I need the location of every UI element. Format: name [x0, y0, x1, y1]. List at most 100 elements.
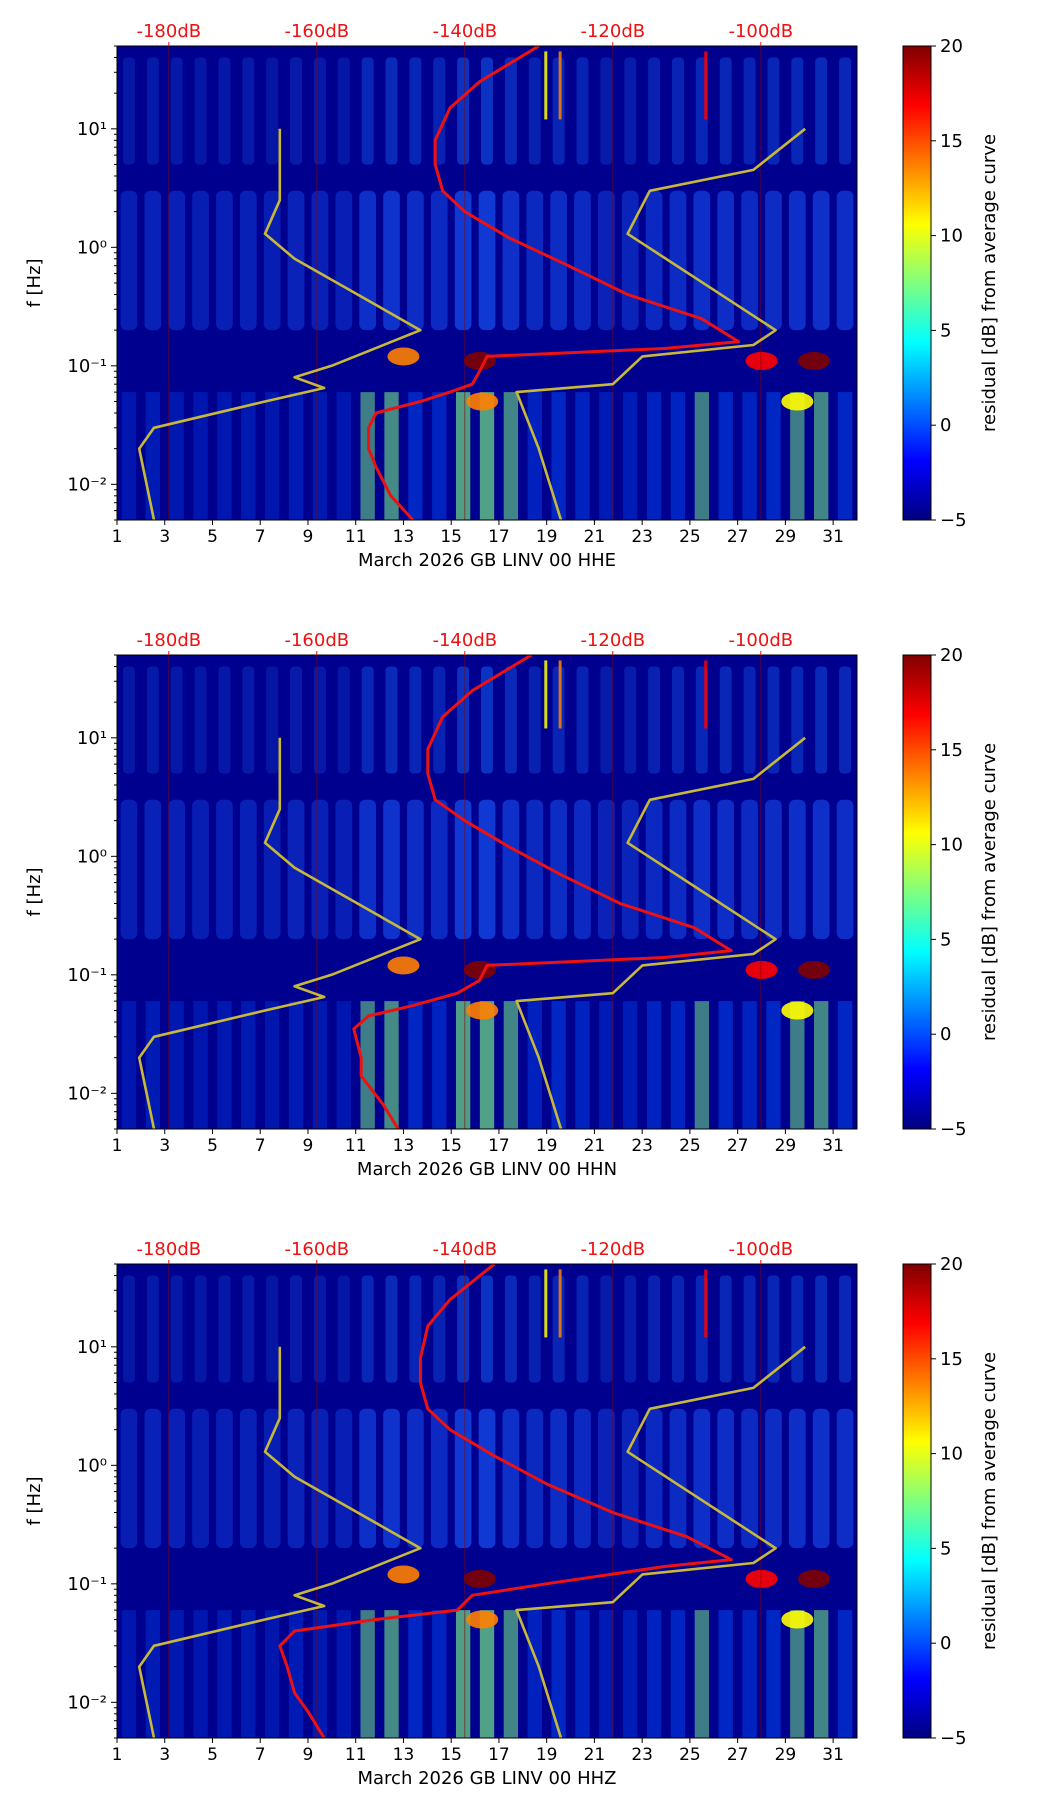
- heatmap-cell: [432, 1610, 447, 1738]
- plot-area: [117, 1264, 857, 1738]
- heatmap-cell: [408, 1001, 423, 1129]
- x-axis-label: March 2026 GB LINV 00 HHE: [358, 550, 616, 571]
- x-tick-label: 1: [112, 1136, 123, 1156]
- heatmap-cell: [288, 1610, 304, 1738]
- top-tick-label: -160dB: [284, 21, 349, 42]
- heatmap-cell: [433, 666, 446, 774]
- heatmap-cell: [430, 1408, 448, 1549]
- y-axis-label: f [Hz]: [24, 867, 45, 916]
- heatmap-cell: [767, 1275, 780, 1383]
- heatmap-cell: [168, 1408, 186, 1549]
- top-tick-label: -140dB: [432, 21, 497, 42]
- heatmap-cell: [502, 799, 520, 940]
- heatmap-streak: [704, 51, 708, 120]
- heatmap-cell: [623, 1001, 638, 1129]
- heatmap-cell: [481, 666, 493, 774]
- heatmap-cell: [192, 190, 209, 331]
- y-tick-label: 10⁻¹: [67, 965, 107, 986]
- heatmap-cell: [648, 666, 661, 774]
- heatmap-cell: [551, 392, 566, 520]
- colorbar-tick-label: 5: [940, 929, 951, 950]
- heatmap-cell: [409, 57, 422, 165]
- heatmap-cell: [193, 1610, 208, 1738]
- x-tick-label: 29: [775, 1136, 797, 1156]
- heatmap-cell: [408, 392, 423, 520]
- heatmap-cell: [670, 1001, 686, 1129]
- heatmap-cell: [144, 799, 162, 940]
- heatmap-hotspot: [745, 960, 778, 979]
- heatmap-cell: [528, 57, 541, 165]
- heatmap-cell: [624, 57, 637, 165]
- colorbar-tick-label: 15: [940, 131, 963, 152]
- top-tick-label: -160dB: [284, 1239, 349, 1260]
- heatmap-cell: [313, 666, 326, 774]
- colorbar-tick-label: −5: [940, 1728, 967, 1749]
- heatmap-cell: [527, 392, 542, 520]
- heatmap-cell: [528, 1275, 541, 1383]
- heatmap-cell: [266, 57, 279, 165]
- heatmap-cell: [407, 1408, 424, 1549]
- heatmap-cell: [718, 392, 733, 520]
- colorbar-tick-label: −5: [940, 1119, 967, 1140]
- heatmap-cell: [266, 1275, 279, 1383]
- heatmap-cell: [455, 1610, 471, 1738]
- heatmap-cell: [385, 666, 398, 774]
- colorbar-tick-label: 10: [940, 226, 963, 247]
- heatmap-cell: [576, 57, 589, 165]
- x-tick-label: 25: [679, 1745, 701, 1765]
- heatmap-cell: [672, 1275, 684, 1383]
- heatmap-hotspot: [798, 1569, 831, 1588]
- heatmap-hotspot: [463, 1569, 496, 1588]
- heatmap-cell: [504, 666, 517, 774]
- heatmap-cell: [742, 1610, 757, 1738]
- x-tick-label: 9: [303, 527, 314, 547]
- heatmap-cell: [361, 1275, 374, 1383]
- heatmap-cell: [598, 799, 615, 940]
- y-tick-label: 10⁰: [77, 846, 107, 867]
- x-tick-label: 11: [345, 1136, 367, 1156]
- heatmap-cell: [454, 1408, 472, 1549]
- heatmap-cell: [335, 799, 353, 940]
- x-tick-label: 21: [584, 1745, 606, 1765]
- heatmap-cell: [550, 799, 567, 940]
- heatmap-cell: [145, 1610, 160, 1738]
- heatmap-cell: [719, 57, 732, 165]
- heatmap-cell: [145, 1001, 160, 1129]
- noise-model-line: [515, 736, 807, 1129]
- colorbar-tick-label: 20: [940, 36, 963, 57]
- colorbar-tick-label: 0: [940, 415, 951, 436]
- heatmap-cell: [312, 392, 328, 520]
- heatmap-hotspot: [463, 960, 496, 979]
- heatmap-cell: [600, 57, 613, 165]
- heatmap-cell: [263, 799, 281, 940]
- heatmap-cell: [218, 57, 231, 165]
- heatmap-cell: [313, 57, 326, 165]
- colorbar-tick-label: 0: [940, 1024, 951, 1045]
- heatmap-cell: [669, 799, 687, 940]
- x-tick-label: 13: [393, 1745, 415, 1765]
- heatmap-cell: [812, 190, 830, 331]
- heatmap-cells: [120, 51, 854, 520]
- heatmap-cell: [815, 666, 828, 774]
- x-tick-label: 5: [207, 1136, 218, 1156]
- x-tick-label: 5: [207, 527, 218, 547]
- colorbar: 20 15 10 5 0 −5 residual [dB] from average cur…: [902, 1254, 1000, 1749]
- x-tick-label: 7: [255, 1745, 266, 1765]
- heatmap-hotspot: [387, 956, 420, 975]
- y-axis-label: f [Hz]: [24, 1476, 45, 1525]
- heatmap-cell: [766, 392, 781, 520]
- x-tick-label: 27: [727, 1136, 749, 1156]
- heatmap-cell: [193, 1001, 208, 1129]
- heatmap-cell: [742, 1001, 757, 1129]
- heatmap-cell: [360, 1001, 375, 1129]
- heatmap-streak: [544, 1269, 548, 1338]
- heatmap-cell: [575, 1610, 590, 1738]
- colorbar-tick-label: 20: [940, 645, 963, 666]
- heatmap-cell: [576, 666, 589, 774]
- heatmap-cell: [263, 1408, 281, 1549]
- heatmap-cell: [812, 1408, 830, 1549]
- heatmap-cell: [433, 1275, 446, 1383]
- x-tick-label: 27: [727, 1745, 749, 1765]
